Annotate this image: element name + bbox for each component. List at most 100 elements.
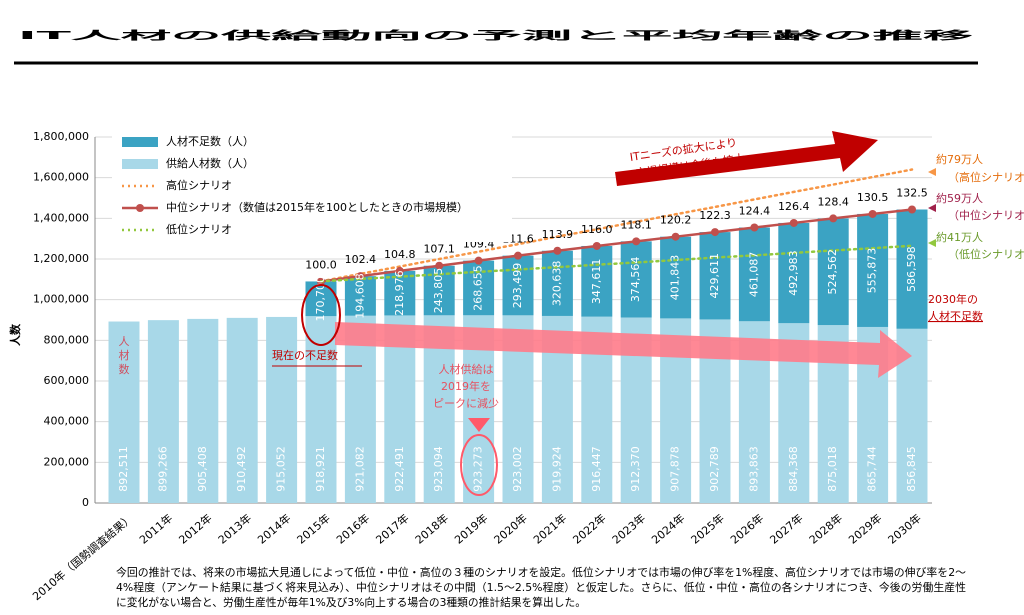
annotation: 4%程度（アンケート結果に基づく将来見込み）、中位シナリオはその中間（1.5～2…	[116, 580, 966, 594]
bar	[344, 315, 376, 503]
annotation: 人材供給は	[439, 362, 494, 376]
value-label: 118.1	[620, 218, 652, 231]
y-tick-label: 1,800,000	[33, 130, 89, 143]
annotation: 約59万人	[936, 191, 983, 205]
x-tick-label: 2014年	[255, 511, 294, 547]
value-label: 461,087	[747, 252, 760, 298]
value-label: 347,611	[590, 259, 603, 305]
value-label: 374,564	[629, 257, 642, 303]
annotation: 今回の推計では、将来の市場拡大見通しによって低位・中位・高位の３種のシナリオを設…	[116, 565, 966, 579]
end-marker	[928, 239, 936, 247]
bar	[226, 317, 258, 503]
annotation: ピークに減少	[433, 396, 499, 410]
x-tick-label: 2016年	[333, 511, 372, 547]
value-label: 865,744	[866, 446, 879, 492]
value-label: 902,789	[708, 446, 721, 492]
value-label: 893,863	[747, 446, 760, 492]
value-label: 923,002	[511, 446, 524, 492]
line-marker	[592, 241, 601, 250]
scenario-line	[319, 168, 914, 283]
y-tick-label: 1,200,000	[33, 252, 89, 265]
y-tick-label: 600,000	[44, 374, 90, 387]
line-marker	[474, 256, 483, 265]
value-label: 555,873	[866, 248, 879, 294]
value-label: 922,491	[393, 446, 406, 492]
value-label: 130.5	[857, 191, 889, 204]
legend-box	[112, 130, 512, 242]
value-label: 102.4	[345, 253, 377, 266]
value-label: 912,370	[629, 446, 642, 492]
annotation: 現在の不足数	[272, 349, 338, 362]
legend-marker	[136, 204, 144, 212]
line-marker	[671, 232, 680, 241]
value-label: 104.8	[384, 248, 416, 261]
annotation: 数	[119, 363, 130, 376]
value-label: 915,052	[275, 446, 288, 492]
bar	[778, 222, 810, 324]
value-label: 923,094	[432, 446, 445, 492]
annotation: 約79万人	[936, 152, 983, 166]
legend-swatch	[122, 159, 158, 169]
value-label: 918,921	[314, 446, 327, 492]
bar	[502, 255, 534, 316]
value-label: 875,018	[826, 446, 839, 492]
value-label: 856,845	[905, 446, 918, 492]
scenario-line	[320, 208, 913, 283]
y-tick-label: 1,000,000	[33, 293, 89, 306]
end-marker	[928, 168, 936, 176]
highlight-ellipse	[301, 284, 341, 346]
value-label: 916,447	[590, 446, 603, 492]
x-tick-label: 2025年	[688, 511, 727, 547]
line-marker	[553, 246, 562, 255]
bar	[817, 218, 849, 326]
bar	[581, 245, 613, 317]
value-label: 243,805	[432, 268, 445, 314]
value-label: 132.5	[896, 186, 928, 199]
x-tick-label: 2013年	[215, 511, 254, 547]
chart-title: IT人材の供給動向の予測と平均年齢の推移	[18, 28, 973, 42]
legend-swatch	[122, 137, 158, 147]
legend-label: 高位シナリオ	[166, 178, 232, 192]
y-tick-label: 1,400,000	[33, 211, 89, 224]
value-label: 910,492	[235, 446, 248, 492]
annotation: （低位シナリオ）	[948, 247, 1024, 261]
value-label: 126.4	[778, 200, 810, 213]
value-label: 905,408	[196, 446, 209, 492]
x-tick-label: 2019年	[452, 511, 491, 547]
x-tick-label: 2011年	[136, 511, 175, 547]
bar	[463, 260, 495, 316]
value-label: 116.0	[581, 223, 613, 236]
market-arrow	[615, 131, 878, 186]
bar	[147, 320, 179, 503]
bar	[738, 227, 770, 322]
value-label: 586,598	[905, 246, 918, 292]
value-label: 113.9	[542, 228, 574, 241]
bar	[660, 236, 692, 319]
annotation: 約41万人	[936, 230, 983, 244]
y-axis-label: 人数	[8, 323, 22, 346]
line-marker	[868, 209, 877, 218]
value-label: 100.0	[305, 258, 337, 271]
x-tick-label: 2023年	[609, 511, 648, 547]
value-label: 268,655	[472, 265, 485, 311]
value-label: 884,368	[787, 446, 800, 492]
line-marker	[908, 205, 916, 214]
value-label: 921,082	[353, 446, 366, 492]
line-marker	[435, 261, 444, 270]
x-tick-label: 2017年	[373, 511, 412, 547]
bar	[108, 321, 140, 503]
value-label: 120.2	[660, 214, 692, 227]
value-label: 907,878	[669, 446, 682, 492]
value-label: 194,608	[353, 273, 366, 319]
y-tick-label: 400,000	[44, 415, 90, 428]
x-tick-label: 2028年	[806, 511, 845, 547]
down-marker	[468, 418, 490, 432]
bar	[187, 318, 219, 503]
bar	[541, 250, 573, 316]
x-tick-label: 2018年	[412, 511, 451, 547]
legend-label: 供給人材数（人）	[166, 156, 254, 170]
value-label: 122.3	[699, 209, 731, 222]
annotation: 2030年の	[928, 292, 978, 306]
y-tick-label: 800,000	[44, 333, 90, 346]
